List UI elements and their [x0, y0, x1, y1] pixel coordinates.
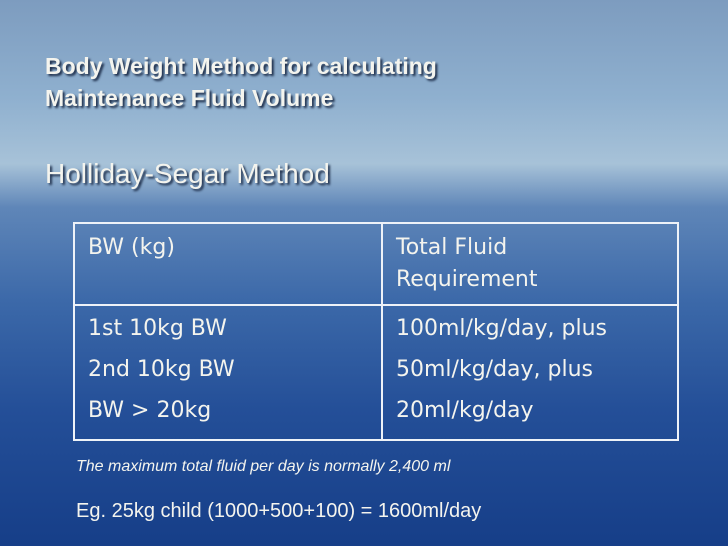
header-cell: Total Fluid Requirement [381, 222, 679, 306]
body-cell: 1st 10kg BW 2nd 10kg BW BW > 20kg [73, 304, 383, 441]
header-text: BW (kg) [88, 235, 175, 260]
header-cell: BW (kg) [73, 222, 383, 306]
note: The maximum total fluid per day is norma… [76, 458, 451, 475]
subtitle: Holliday-Segar Method [45, 158, 330, 189]
cell-text: 20ml/kg/day [396, 398, 534, 423]
title-line: Maintenance Fluid Volume [45, 85, 334, 111]
body-cell: 100ml/kg/day, plus 50ml/kg/day, plus 20m… [381, 304, 679, 441]
title: Body Weight Method for calculating Maint… [45, 50, 437, 114]
example: Eg. 25kg child (1000+500+100) = 1600ml/d… [76, 500, 482, 522]
cell-text: BW > 20kg [88, 398, 212, 423]
cell-text: 100ml/kg/day, plus [396, 316, 607, 341]
cell-text: 1st 10kg BW [88, 316, 227, 341]
cell-text: 2nd 10kg BW [88, 357, 235, 382]
body-row: 1st 10kg BW 2nd 10kg BW BW > 20kg 100ml/… [73, 304, 679, 441]
fluid-table: BW (kg) Total Fluid Requirement 1st 10kg… [73, 222, 679, 441]
header-text: Total Fluid Requirement [396, 235, 538, 292]
title-line: Body Weight Method for calculating [45, 53, 437, 79]
header-row: BW (kg) Total Fluid Requirement [73, 222, 679, 306]
cell-text: 50ml/kg/day, plus [396, 357, 594, 382]
